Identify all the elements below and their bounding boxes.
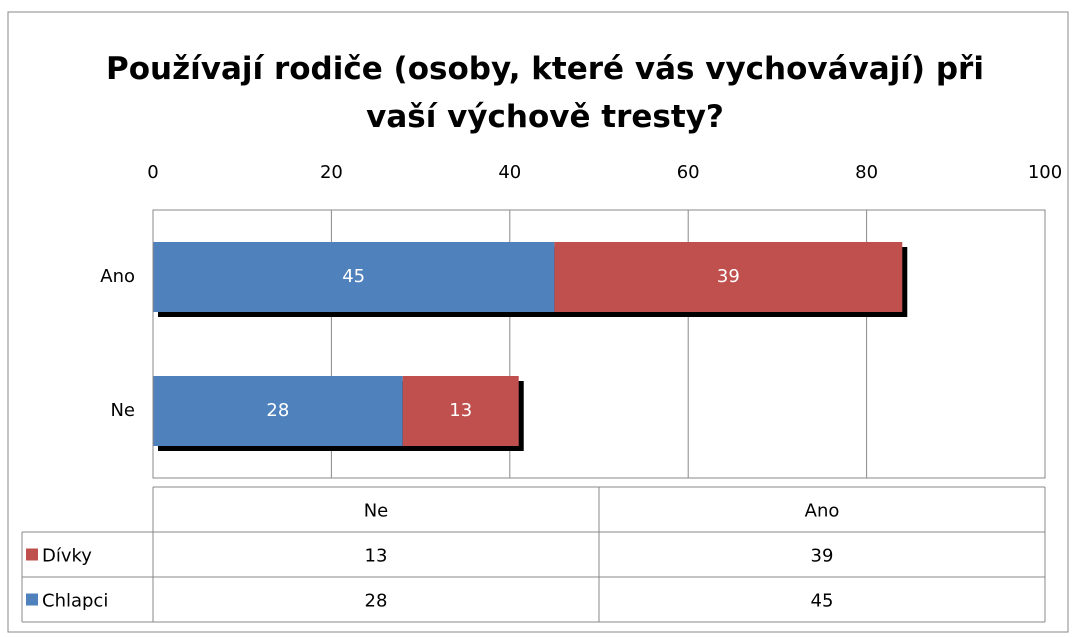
x-tick-label: 80 — [855, 162, 878, 183]
table-cell: 39 — [811, 546, 834, 567]
table-cell: 13 — [365, 546, 388, 567]
bar — [153, 376, 403, 446]
x-tick-label: 0 — [147, 162, 158, 183]
table-header: Ne — [364, 501, 389, 522]
legend-label: Chlapci — [42, 591, 108, 612]
data-label: 39 — [717, 266, 740, 287]
legend-key — [26, 593, 38, 606]
x-tick-label: 100 — [1028, 162, 1062, 183]
table-header: Ano — [805, 501, 840, 522]
bar — [554, 242, 903, 312]
data-label: 13 — [449, 400, 472, 421]
x-tick-label: 20 — [320, 162, 343, 183]
chart-title: Používají rodiče (osoby, které vás vycho… — [106, 51, 984, 135]
table-cell: 45 — [811, 591, 834, 612]
chart-border — [7, 11, 1069, 633]
y-tick-label: Ne — [110, 400, 135, 421]
legend-label: Dívky — [42, 546, 92, 567]
x-tick-label: 60 — [677, 162, 700, 183]
bar — [402, 376, 519, 446]
legend-key — [26, 548, 38, 561]
x-tick-label: 40 — [498, 162, 521, 183]
data-label: 45 — [342, 266, 365, 287]
data-label: 28 — [266, 400, 289, 421]
table-cell: 28 — [365, 591, 388, 612]
y-tick-label: Ano — [100, 266, 135, 287]
bar — [153, 242, 555, 312]
